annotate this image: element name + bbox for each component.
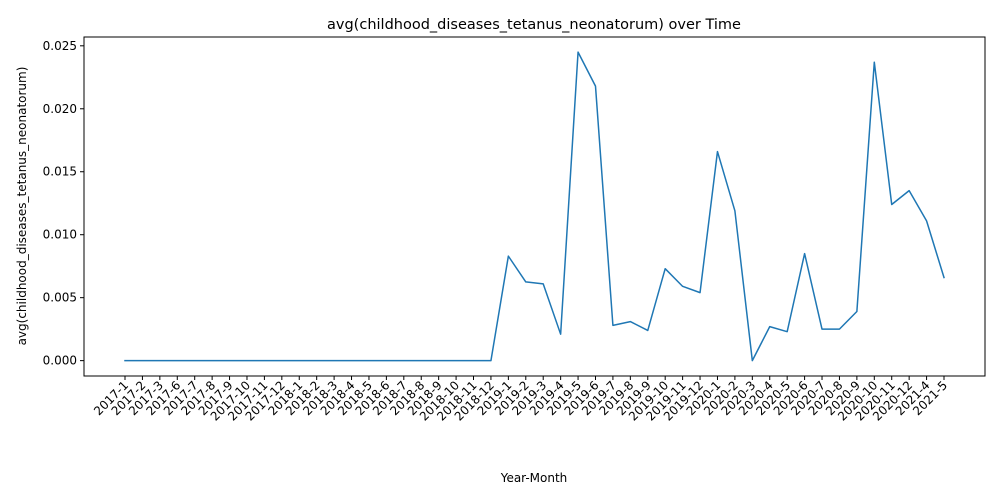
y-tick-label: 0.010 (43, 228, 77, 242)
x-axis-title: Year-Month (500, 471, 568, 485)
y-tick-label: 0.015 (43, 165, 77, 179)
series-line (124, 51, 945, 362)
y-tick-label: 0.025 (43, 39, 77, 53)
y-axis-title: avg(childhood_diseases_tetanus_neonatoru… (15, 67, 29, 346)
plot-frame (83, 36, 986, 377)
chart-title: avg(childhood_diseases_tetanus_neonatoru… (327, 17, 741, 33)
y-tick-label: 0.000 (43, 354, 77, 368)
y-tick-label: 0.020 (43, 102, 77, 116)
y-tick-label: 0.005 (43, 291, 77, 305)
